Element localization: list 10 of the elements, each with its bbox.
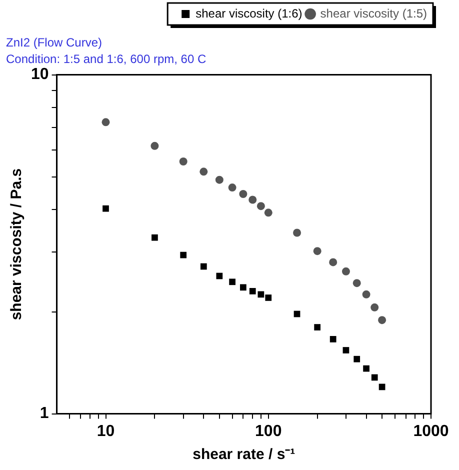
legend-label: shear viscosity (1:5) bbox=[320, 6, 428, 20]
chart-subtitle: Condition: 1:5 and 1:6, 600 rpm, 60 C bbox=[6, 52, 206, 66]
y-tick-label: 1 bbox=[40, 405, 49, 422]
x-tick-label: 100 bbox=[255, 422, 282, 440]
x-tick-label: 1000 bbox=[413, 422, 449, 440]
x-tick-label: 10 bbox=[96, 422, 115, 440]
y-axis-title: shear viscosity / Pa.s bbox=[8, 168, 26, 320]
x-axis-title: shear rate / s⁻¹ bbox=[192, 446, 296, 464]
chart-title: ZnI2 (Flow Curve) bbox=[6, 36, 102, 50]
legend-label: shear viscosity (1:6) bbox=[196, 6, 302, 20]
